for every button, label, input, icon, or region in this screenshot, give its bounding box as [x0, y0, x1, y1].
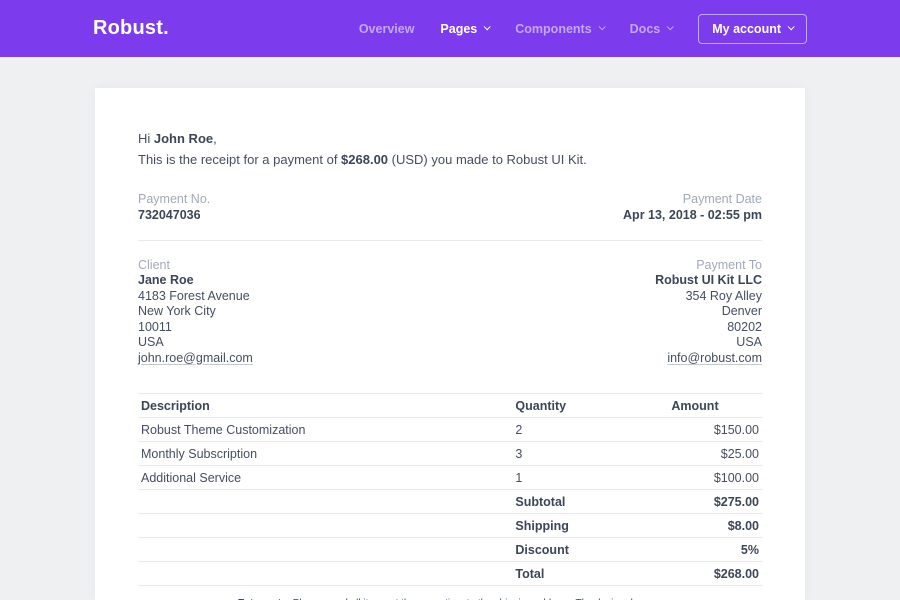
item-description: Additional Service: [138, 465, 513, 490]
client-address-line: New York City: [138, 304, 216, 318]
brand-logo[interactable]: Robust.: [93, 17, 169, 39]
summary-row: Subtotal $275.00: [138, 489, 762, 514]
summary-spacer: [138, 489, 513, 514]
summary-spacer: [138, 537, 513, 562]
nav-item-label: Pages: [440, 21, 478, 36]
chevron-down-icon: [598, 23, 606, 31]
subtotal-value: $275.00: [668, 489, 762, 514]
table-row: Additional Service 1 $100.00: [138, 465, 762, 490]
header-amount: Amount: [668, 393, 762, 418]
payment-no-value: 732047036: [138, 208, 201, 222]
table-row: Robust Theme Customization 2 $150.00: [138, 417, 762, 442]
greeting: Hi John Roe, This is the receipt for a p…: [138, 128, 762, 170]
item-quantity: 2: [512, 417, 669, 442]
client-address-line: 4183 Forest Avenue: [138, 288, 250, 303]
nav-menu: Overview Pages Components Docs My accoun…: [359, 13, 807, 44]
nav-item-label: Overview: [358, 21, 415, 36]
greeting-line1: Hi John Roe,: [138, 131, 217, 146]
payment-to-name: Robust UI Kit LLC: [655, 273, 762, 287]
extra-note: Extra note: Please send all items at the…: [138, 597, 762, 600]
total-label: Total: [512, 561, 669, 586]
nav-item-docs[interactable]: Docs: [629, 21, 674, 36]
summary-row: Discount 5%: [138, 537, 762, 562]
summary-spacer: [138, 561, 513, 586]
payment-date-label: Payment Date: [682, 192, 762, 206]
item-quantity: 3: [512, 441, 669, 466]
payment-to-address-line: 354 Roy Alley: [685, 288, 762, 303]
receipt-card: Hi John Roe, This is the receipt for a p…: [95, 88, 805, 600]
subtotal-label: Subtotal: [512, 489, 669, 514]
chevron-down-icon: [787, 23, 795, 31]
payment-no-label: Payment No.: [138, 192, 211, 206]
client-name: Jane Roe: [138, 273, 194, 287]
extra-note-text: Please send all items at the same time t…: [290, 598, 662, 600]
payment-date-value: Apr 13, 2018 - 02:55 pm: [623, 208, 762, 222]
nav-item-components[interactable]: Components: [515, 21, 606, 36]
payment-no-block: Payment No. 732047036: [138, 191, 210, 223]
payment-to-address-line: USA: [736, 335, 762, 349]
nav-item-pages[interactable]: Pages: [440, 21, 492, 36]
my-account-label: My account: [712, 21, 781, 36]
client-label: Client: [138, 258, 170, 272]
discount-value: 5%: [668, 537, 762, 562]
nav-item-overview[interactable]: Overview: [359, 22, 415, 36]
item-amount: $25.00: [668, 441, 762, 466]
total-value: $268.00: [668, 561, 762, 586]
extra-note-label: Extra note:: [238, 598, 290, 600]
summary-row: Total $268.00: [138, 561, 762, 586]
payment-to-email-link[interactable]: info@robust.com: [667, 350, 762, 365]
my-account-button[interactable]: My account: [698, 13, 807, 44]
navbar: Robust. Overview Pages Components Docs M…: [0, 0, 900, 57]
addresses-row: Client Jane Roe 4183 Forest Avenue New Y…: [138, 257, 762, 366]
discount-label: Discount: [512, 537, 669, 562]
item-description: Robust Theme Customization: [138, 417, 513, 442]
client-address-block: Client Jane Roe 4183 Forest Avenue New Y…: [138, 257, 253, 366]
item-amount: $150.00: [668, 417, 762, 442]
chevron-down-icon: [666, 23, 674, 31]
items-table: Description Quantity Amount Robust Theme…: [138, 393, 762, 586]
item-quantity: 1: [512, 465, 669, 490]
header-description: Description: [138, 393, 513, 418]
chevron-down-icon: [483, 23, 492, 31]
payment-amount-inline: $268.00: [341, 152, 389, 167]
summary-spacer: [138, 513, 513, 538]
table-header-row: Description Quantity Amount: [138, 393, 762, 418]
greeting-line2: This is the receipt for a payment of $26…: [138, 152, 587, 167]
section-divider: [138, 240, 762, 241]
item-amount: $100.00: [668, 465, 762, 490]
payment-to-address-line: Denver: [721, 304, 762, 318]
payment-date-block: Payment Date Apr 13, 2018 - 02:55 pm: [623, 191, 762, 223]
client-email-link[interactable]: john.roe@gmail.com: [138, 350, 253, 365]
payment-meta-row: Payment No. 732047036 Payment Date Apr 1…: [138, 191, 762, 223]
client-address-line: 10011: [138, 319, 172, 334]
shipping-label: Shipping: [512, 513, 669, 538]
nav-item-label: Docs: [629, 21, 661, 36]
shipping-value: $8.00: [668, 513, 762, 538]
summary-row: Shipping $8.00: [138, 513, 762, 538]
item-description: Monthly Subscription: [138, 441, 513, 466]
nav-item-label: Components: [515, 21, 592, 36]
payment-to-address-line: 80202: [727, 319, 762, 334]
payment-to-label: Payment To: [696, 258, 762, 272]
table-row: Monthly Subscription 3 $25.00: [138, 441, 762, 466]
header-quantity: Quantity: [512, 393, 669, 418]
client-name-inline: John Roe: [153, 131, 214, 146]
payment-to-block: Payment To Robust UI Kit LLC 354 Roy All…: [655, 257, 762, 366]
client-address-line: USA: [138, 335, 164, 349]
